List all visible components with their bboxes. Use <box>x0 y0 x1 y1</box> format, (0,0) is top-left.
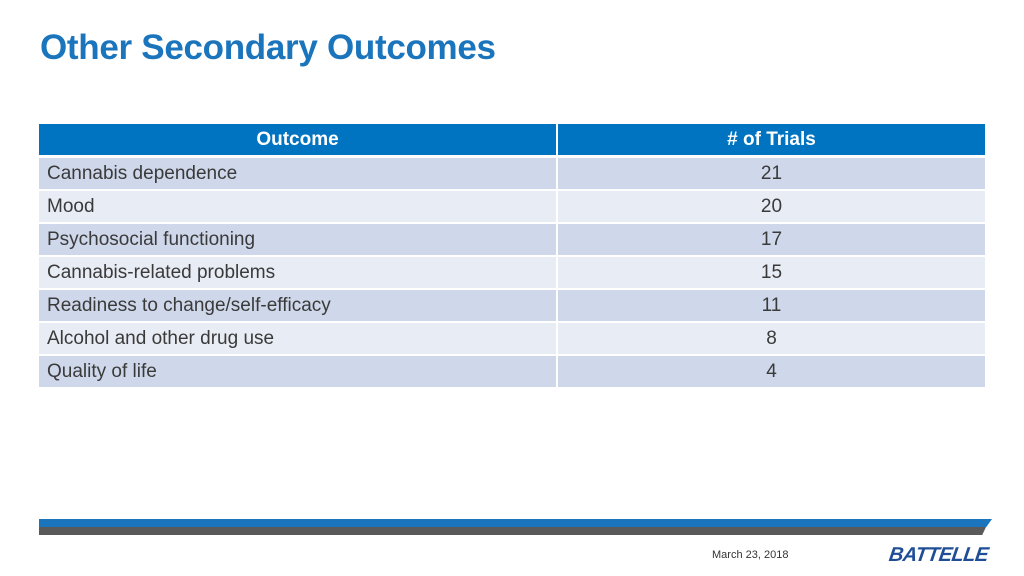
outcome-cell: Cannabis dependence <box>39 155 557 190</box>
battelle-logo: BATTELLE <box>888 543 990 567</box>
footer-divider-bar <box>39 527 986 535</box>
outcome-cell: Cannabis-related problems <box>39 255 557 289</box>
trials-cell: 20 <box>556 189 985 223</box>
outcomes-table: Outcome # of Trials Cannabis dependence … <box>39 124 985 387</box>
trials-cell: 4 <box>556 354 985 387</box>
footer-accent-bar <box>39 519 992 527</box>
column-header-outcome: Outcome <box>39 124 557 158</box>
table-row: Quality of life 4 <box>39 354 985 387</box>
outcome-cell: Readiness to change/self-efficacy <box>39 288 557 322</box>
table-row: Readiness to change/self-efficacy 11 <box>39 288 985 322</box>
table-row: Cannabis dependence 21 <box>39 155 985 190</box>
trials-cell: 8 <box>556 321 985 355</box>
trials-cell: 17 <box>556 222 985 256</box>
column-header-trials: # of Trials <box>556 124 985 158</box>
table-row: Cannabis-related problems 15 <box>39 255 985 289</box>
trials-cell: 11 <box>556 288 985 322</box>
outcome-cell: Psychosocial functioning <box>39 222 557 256</box>
trials-cell: 15 <box>556 255 985 289</box>
slide-title: Other Secondary Outcomes <box>40 28 496 67</box>
table-row: Mood 20 <box>39 189 985 223</box>
trials-cell: 21 <box>556 155 985 190</box>
outcome-cell: Quality of life <box>39 354 557 387</box>
table-row: Alcohol and other drug use 8 <box>39 321 985 355</box>
outcome-cell: Mood <box>39 189 557 223</box>
table-row: Psychosocial functioning 17 <box>39 222 985 256</box>
table-header-row: Outcome # of Trials <box>39 124 985 158</box>
footer-date: March 23, 2018 <box>712 549 789 561</box>
outcome-cell: Alcohol and other drug use <box>39 321 557 355</box>
logo-wordmark: BATTELLE <box>887 544 990 566</box>
